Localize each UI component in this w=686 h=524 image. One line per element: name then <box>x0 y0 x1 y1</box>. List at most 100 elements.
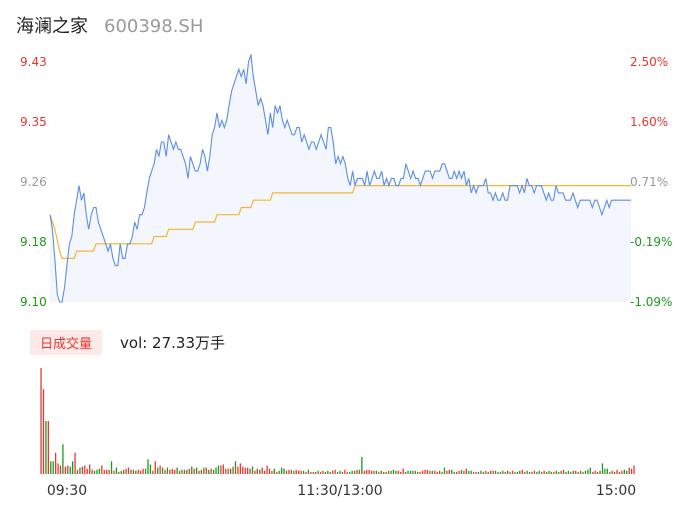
volume-bar <box>242 466 244 474</box>
volume-bar <box>473 471 475 474</box>
volume-bar <box>327 470 329 474</box>
volume-bar <box>346 471 348 474</box>
volume-bar <box>553 471 555 474</box>
volume-bar <box>130 469 132 474</box>
volume-bar <box>499 471 502 474</box>
volume-bar <box>115 467 118 474</box>
price-area-fill <box>50 54 631 303</box>
volume-bar <box>565 471 567 474</box>
price-area-group <box>50 54 631 303</box>
volume-bar <box>302 470 305 474</box>
volume-bar <box>587 469 589 474</box>
volume-bar <box>69 466 71 474</box>
volume-bar <box>455 471 458 474</box>
volume-bar <box>349 471 351 474</box>
volume-bar <box>361 457 363 474</box>
volume-bar <box>424 469 426 474</box>
volume-bar <box>261 467 263 474</box>
volume-bar <box>239 463 241 474</box>
volume-bar <box>482 471 485 474</box>
volume-bar <box>592 471 594 474</box>
volume-bar <box>57 463 59 474</box>
volume-bar <box>249 468 251 474</box>
volume-bar <box>113 470 115 474</box>
volume-bar <box>273 468 276 474</box>
volume-bar <box>536 471 538 474</box>
volume-bar <box>404 471 407 474</box>
volume-bar <box>609 471 611 474</box>
x-tick-label: 15:00 <box>596 483 636 499</box>
volume-bar <box>436 471 438 474</box>
volume-bar <box>392 469 395 474</box>
volume-bar <box>400 471 402 474</box>
volume-bar <box>339 470 341 474</box>
volume-bar <box>315 471 317 474</box>
volume-bar <box>560 470 562 474</box>
volume-bar <box>589 467 591 474</box>
volume-bar <box>582 471 584 474</box>
volume-bar <box>300 470 302 474</box>
volume-bar <box>366 469 368 474</box>
volume-bar <box>93 470 96 474</box>
volume-bar <box>118 471 120 474</box>
volume-bar <box>558 471 560 474</box>
volume-bar <box>507 470 509 474</box>
volume-bar <box>290 469 293 474</box>
volume-bar <box>237 466 239 474</box>
volume-bar <box>570 471 572 474</box>
volume-bar <box>157 467 159 474</box>
volume-bar <box>132 469 135 474</box>
volume-bar <box>120 470 122 474</box>
volume-bar <box>623 469 625 474</box>
volume-bar <box>446 470 448 474</box>
volume-bar <box>244 467 246 474</box>
volume-bar <box>266 465 268 474</box>
volume-bar <box>492 470 494 474</box>
volume-bar <box>618 471 621 474</box>
volume-bar <box>137 469 139 474</box>
volume-bar <box>212 469 215 474</box>
volume-bar <box>125 468 127 474</box>
volume-bar <box>285 470 288 474</box>
volume-bar <box>67 465 69 474</box>
volume-tab[interactable]: 日成交量 <box>30 330 103 355</box>
volume-bar <box>470 470 472 474</box>
volume-bar <box>317 470 319 474</box>
volume-bar <box>64 466 66 474</box>
volume-bar <box>477 471 480 474</box>
volume-bar <box>305 471 307 474</box>
volume-bar <box>283 468 285 474</box>
volume-bar <box>183 469 186 474</box>
volume-bar <box>460 469 463 474</box>
volume-bar <box>295 469 297 474</box>
volume-bar <box>453 471 455 474</box>
volume-bar <box>626 470 628 474</box>
volume-bar <box>514 471 516 474</box>
volume-bar <box>468 470 470 474</box>
volume-bar <box>254 470 256 474</box>
volume-bar <box>628 467 630 474</box>
volume-bar <box>101 465 103 474</box>
volume-bar <box>271 470 273 474</box>
volume-bar <box>363 470 365 474</box>
volume-bar <box>351 470 353 474</box>
volume-bar <box>541 471 543 474</box>
volume-bar <box>414 470 416 474</box>
volume-bar <box>103 469 105 474</box>
y-tick-left-label: 9.18 <box>20 235 47 249</box>
volume-bar <box>407 470 409 474</box>
volume-bar <box>59 465 62 474</box>
volume-bar <box>108 469 110 474</box>
y-tick-right-label: -0.19% <box>630 235 672 249</box>
volume-bar <box>89 464 91 474</box>
volume-bar <box>332 470 334 474</box>
volume-bar <box>426 469 429 474</box>
volume-bar <box>356 469 358 474</box>
volume-bar <box>176 467 178 474</box>
volume-bar <box>545 471 548 474</box>
volume-bar <box>195 467 198 474</box>
volume-bar <box>490 470 492 474</box>
volume-bar <box>276 471 278 474</box>
volume-bar <box>395 470 397 474</box>
volume-bar <box>378 471 380 474</box>
